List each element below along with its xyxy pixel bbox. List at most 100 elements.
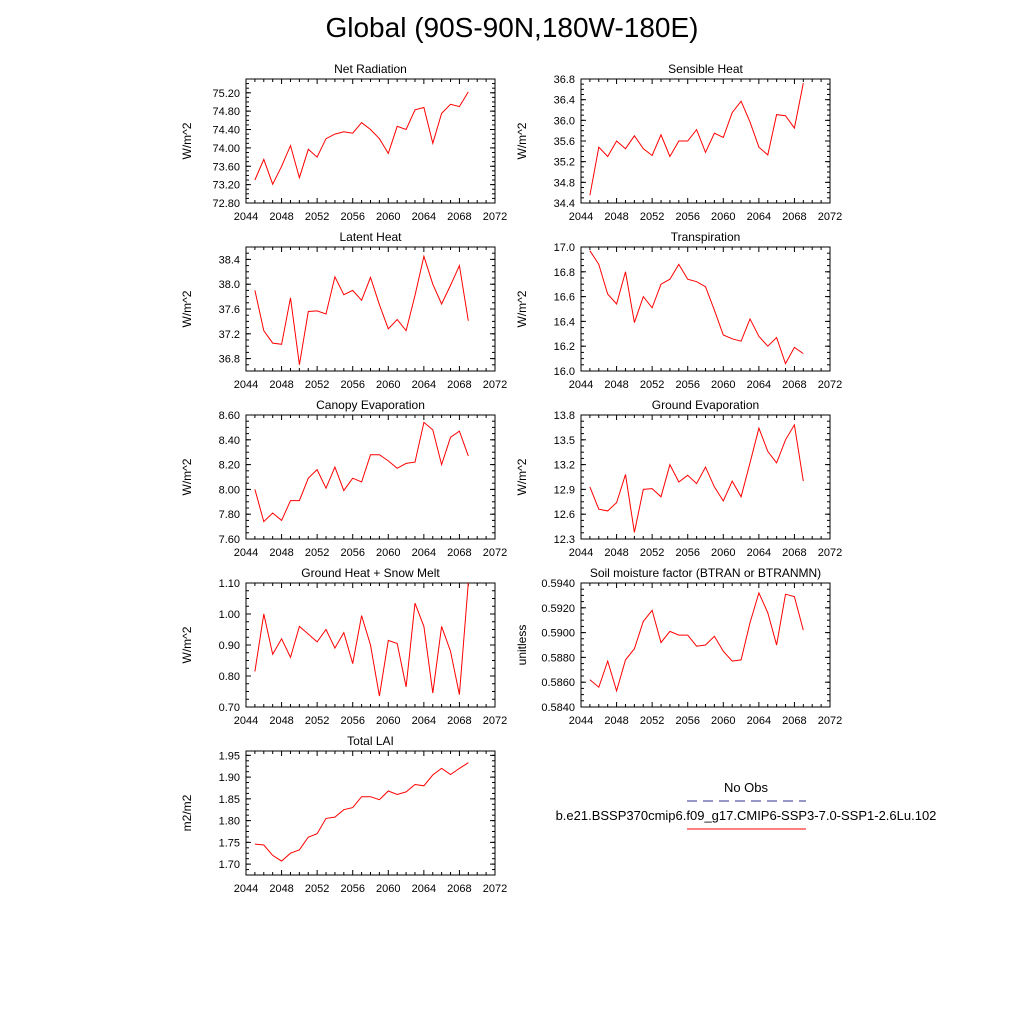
x-tick-label: 2064 — [412, 715, 436, 727]
x-tick-label: 2056 — [675, 547, 699, 559]
x-tick-label: 2052 — [640, 715, 664, 727]
x-tick-label: 2060 — [711, 715, 735, 727]
data-series-line — [254, 254, 469, 365]
plot-frame — [580, 414, 831, 540]
x-tick-label: 2044 — [569, 547, 593, 559]
x-tick-label: 2044 — [569, 211, 593, 223]
x-tick-label: 2044 — [234, 379, 258, 391]
x-tick-label: 2060 — [376, 547, 400, 559]
y-tick-label: 0.5880 — [541, 652, 575, 664]
x-tick-label: 2068 — [782, 211, 806, 223]
x-tick-label: 2044 — [569, 715, 593, 727]
x-tick-label: 2056 — [675, 715, 699, 727]
chart-title: Net Radiation — [334, 62, 407, 76]
x-tick-label: 2052 — [305, 211, 329, 223]
x-tick-label: 2044 — [234, 211, 258, 223]
data-series-line — [254, 91, 469, 186]
x-tick-label: 2048 — [604, 211, 628, 223]
chart-panel-3: Latent Heat W/m^2 2044 2048 2052 2056 2060 2064… — [180, 230, 507, 391]
y-tick-label: 1.00 — [219, 609, 240, 621]
x-tick-label: 2052 — [640, 379, 664, 391]
y-tick-label: 7.60 — [219, 534, 240, 546]
y-tick-label: 8.00 — [219, 484, 240, 496]
y-tick-label: 0.90 — [219, 640, 240, 652]
y-tick-label: 16.4 — [554, 316, 575, 328]
x-tick-label: 2072 — [483, 547, 507, 559]
x-tick-label: 2068 — [782, 547, 806, 559]
x-tick-label: 2048 — [604, 715, 628, 727]
y-tick-label: 35.2 — [554, 157, 575, 169]
x-tick-label: 2064 — [412, 379, 436, 391]
x-tick-label: 2060 — [711, 211, 735, 223]
x-tick-label: 2064 — [747, 379, 771, 391]
y-tick-label: 8.20 — [219, 460, 240, 472]
y-tick-label: 0.5920 — [541, 603, 575, 615]
x-tick-label: 2048 — [269, 547, 293, 559]
x-tick-label: 2052 — [305, 547, 329, 559]
x-tick-label: 2072 — [818, 547, 842, 559]
x-tick-label: 2064 — [412, 883, 436, 895]
y-tick-label: 0.5860 — [541, 677, 575, 689]
y-tick-label: 12.3 — [554, 534, 575, 546]
x-tick-label: 2048 — [269, 211, 293, 223]
x-tick-label: 2072 — [818, 379, 842, 391]
x-tick-label: 2068 — [447, 883, 471, 895]
y-tick-label: 0.5940 — [541, 578, 575, 590]
data-series-line — [254, 421, 469, 523]
x-tick-label: 2072 — [483, 379, 507, 391]
y-axis-label: W/m^2 — [180, 626, 194, 663]
chart-panel-8: Soil moisture factor (BTRAN or BTRANMN) u… — [515, 566, 842, 727]
chart-panel-4: Transpiration W/m^2 2044 2048 2052 2056 2060 20… — [515, 230, 842, 391]
x-tick-label: 2072 — [818, 715, 842, 727]
y-axis-label: W/m^2 — [515, 458, 529, 495]
y-tick-label: 36.8 — [219, 354, 240, 366]
chart-title: Soil moisture factor (BTRAN or BTRANMN) — [590, 566, 821, 580]
x-tick-label: 2044 — [234, 547, 258, 559]
x-tick-label: 2068 — [447, 379, 471, 391]
y-axis-label: W/m^2 — [180, 122, 194, 159]
y-tick-label: 38.4 — [219, 254, 240, 266]
chart-title: Sensible Heat — [668, 62, 743, 76]
x-tick-label: 2068 — [782, 715, 806, 727]
x-tick-label: 2072 — [483, 715, 507, 727]
chart-panel-6: Ground Evaporation W/m^2 2044 2048 2052 2056 2… — [515, 398, 842, 559]
x-tick-label: 2060 — [376, 379, 400, 391]
legend: No Obs b.e21.BSSP370cmip6.f09_g17.CMIP6-S… — [556, 780, 937, 830]
chart-panel-9: Total LAI m2/m2 2044 2048 2052 2056 2060 2064 20… — [180, 734, 507, 895]
chart-title: Total LAI — [347, 734, 394, 748]
x-tick-label: 2056 — [340, 379, 364, 391]
y-tick-label: 12.9 — [554, 484, 575, 496]
y-tick-label: 0.70 — [219, 702, 240, 714]
plot-frame — [245, 246, 496, 372]
y-tick-label: 36.4 — [554, 95, 575, 107]
y-tick-label: 13.8 — [554, 410, 575, 422]
y-tick-label: 1.90 — [219, 772, 240, 784]
chart-panel-2: Sensible Heat W/m^2 2044 2048 2052 2056 2060 20… — [515, 62, 842, 223]
y-tick-label: 13.5 — [554, 435, 575, 447]
x-tick-label: 2064 — [747, 547, 771, 559]
y-axis-label: W/m^2 — [515, 122, 529, 159]
y-tick-label: 35.6 — [554, 136, 575, 148]
y-tick-label: 1.80 — [219, 816, 240, 828]
legend-label-model: b.e21.BSSP370cmip6.f09_g17.CMIP6-SSP3-7.… — [556, 808, 937, 823]
x-tick-label: 2056 — [340, 211, 364, 223]
chart-title: Ground Evaporation — [652, 398, 759, 412]
x-tick-label: 2060 — [376, 883, 400, 895]
chart-title: Canopy Evaporation — [316, 398, 425, 412]
y-tick-label: 8.40 — [219, 435, 240, 447]
figure-title: Global (90S-90N,180W-180E) — [325, 12, 699, 43]
x-tick-label: 2052 — [640, 547, 664, 559]
x-tick-label: 2068 — [782, 379, 806, 391]
plot-frame — [245, 78, 496, 204]
x-tick-label: 2072 — [483, 883, 507, 895]
x-tick-label: 2064 — [412, 211, 436, 223]
y-tick-label: 1.10 — [219, 578, 240, 590]
y-tick-label: 12.6 — [554, 509, 575, 521]
y-tick-label: 37.6 — [219, 304, 240, 316]
y-tick-label: 0.5840 — [541, 702, 575, 714]
data-series-line — [589, 423, 804, 533]
x-tick-label: 2056 — [340, 883, 364, 895]
y-tick-label: 16.8 — [554, 267, 575, 279]
